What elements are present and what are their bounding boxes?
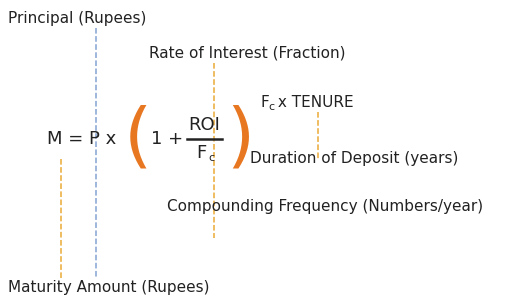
Text: c: c bbox=[208, 153, 214, 163]
Text: F: F bbox=[196, 144, 206, 162]
Text: 1 +: 1 + bbox=[151, 130, 183, 148]
Text: c: c bbox=[268, 103, 274, 112]
Text: Principal (Rupees): Principal (Rupees) bbox=[8, 11, 146, 26]
Text: Maturity Amount (Rupees): Maturity Amount (Rupees) bbox=[8, 280, 209, 295]
Text: Compounding Frequency (Numbers/year): Compounding Frequency (Numbers/year) bbox=[167, 199, 483, 214]
Text: (: ( bbox=[124, 105, 152, 174]
Text: x TENURE: x TENURE bbox=[273, 95, 354, 110]
Text: F: F bbox=[261, 95, 270, 110]
Text: ): ) bbox=[227, 105, 255, 174]
Text: Rate of Interest (Fraction): Rate of Interest (Fraction) bbox=[149, 45, 346, 60]
Text: Duration of Deposit (years): Duration of Deposit (years) bbox=[250, 151, 459, 166]
Text: M = P x: M = P x bbox=[47, 130, 116, 148]
Text: ROI: ROI bbox=[189, 116, 221, 134]
